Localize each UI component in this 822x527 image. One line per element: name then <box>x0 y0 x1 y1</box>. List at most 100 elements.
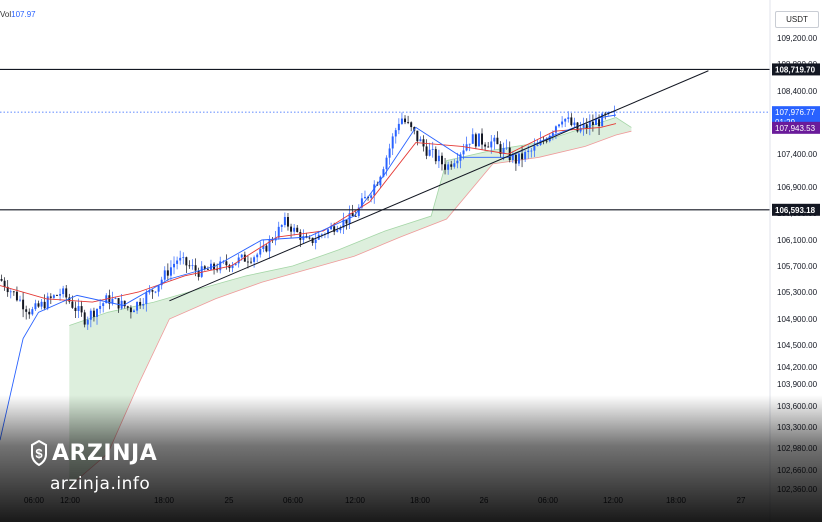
candle-body <box>108 295 111 304</box>
cloud-span-a <box>69 117 632 326</box>
candle-body <box>3 280 6 287</box>
candle-body <box>283 217 286 226</box>
cloud-span-b <box>69 130 632 487</box>
candle-body <box>330 226 333 230</box>
candle-body <box>163 270 166 280</box>
candle-body <box>265 245 268 252</box>
y-tick-label: 106,900.00 <box>777 183 818 192</box>
x-tick-label: 26 <box>480 496 489 505</box>
candle-body <box>176 260 179 264</box>
volume-label: Vol <box>0 10 12 19</box>
candle-body <box>74 307 77 311</box>
candle-body <box>9 291 12 293</box>
candle-body <box>333 226 336 232</box>
candle-body <box>290 226 293 232</box>
candle-body <box>114 298 117 299</box>
candle-body <box>511 154 514 161</box>
candle-body <box>157 285 160 292</box>
candle-body <box>551 132 554 136</box>
y-tick-label: 104,200.00 <box>777 363 818 372</box>
candles <box>0 105 616 330</box>
y-tick-label: 102,360.00 <box>777 485 818 494</box>
trendline <box>169 70 709 302</box>
time-axis[interactable]: 06:00 12:00 18:00 25 06:00 12:00 18:00 26 06:00 1… <box>24 496 746 505</box>
candle-body <box>126 306 129 308</box>
y-tick-label: 107,400.00 <box>777 150 818 159</box>
candle-body <box>52 295 55 298</box>
secondary-price-tag <box>772 121 820 134</box>
candle-body <box>83 312 86 325</box>
candle-body <box>370 195 373 198</box>
candle-body <box>554 126 557 133</box>
candle-body <box>481 133 483 145</box>
candle-body <box>142 304 145 306</box>
candle-body <box>280 225 283 227</box>
candle-body <box>567 117 570 119</box>
candle-body <box>419 139 422 142</box>
candle-body <box>517 153 520 164</box>
candle-body <box>394 130 397 137</box>
candle-body <box>120 300 123 309</box>
candle-body <box>99 306 102 309</box>
candle-body <box>496 137 499 145</box>
x-tick-label: 27 <box>737 496 746 505</box>
candle-body <box>437 155 440 162</box>
y-tick-label: 102,980.00 <box>777 444 818 453</box>
candle-body <box>173 263 175 268</box>
candle-body <box>243 254 246 262</box>
candle-body <box>453 163 456 167</box>
level-price-tag <box>772 203 820 216</box>
candle-body <box>339 227 342 231</box>
candle-body <box>527 150 530 152</box>
candle-body <box>15 291 18 301</box>
candle-body <box>397 123 400 131</box>
candle-body <box>342 219 345 228</box>
candle-body <box>240 254 243 258</box>
candle-body <box>80 306 83 313</box>
price-labels: 108,719.70106,593.18107,976.7701:29107,9… <box>772 63 820 216</box>
candle-body <box>514 154 517 164</box>
candle-body <box>191 265 194 267</box>
candle-body <box>256 254 259 258</box>
x-tick-label: 06:00 <box>283 496 304 505</box>
candle-body <box>262 245 265 249</box>
candle-body <box>259 248 262 255</box>
candle-body <box>154 291 157 293</box>
candle-body <box>136 301 139 311</box>
candle-body <box>579 127 582 132</box>
candle-body <box>447 164 450 170</box>
candle-body <box>188 265 191 267</box>
watermark-site: arzinja.info <box>50 474 151 494</box>
candle-body <box>573 122 576 126</box>
candle-body <box>86 319 89 325</box>
candle-body <box>582 124 585 128</box>
candle-body <box>219 261 222 271</box>
candle-body <box>132 310 135 313</box>
candle-body <box>145 292 148 305</box>
price-axis[interactable]: 109,200.00108,800.00108,400.00107,900.00… <box>769 0 822 522</box>
candle-body <box>231 265 234 269</box>
candle-body <box>459 154 462 161</box>
candle-body <box>521 153 524 160</box>
candle-body <box>431 149 434 150</box>
candle-body <box>533 146 536 151</box>
candle-body <box>166 270 169 276</box>
cloud-fill <box>69 117 632 487</box>
x-tick-label: 25 <box>225 496 234 505</box>
y-tick-label: 105,300.00 <box>777 288 818 297</box>
currency-unit-button[interactable]: USDT <box>775 11 819 28</box>
level-price-tag <box>772 63 820 76</box>
candle-body <box>6 286 9 293</box>
candle-body <box>391 136 394 149</box>
candle-body <box>410 122 413 128</box>
candle-body <box>604 113 607 115</box>
y-tick-label: 103,600.00 <box>777 402 818 411</box>
level-price-label: 108,719.70 <box>775 65 816 74</box>
y-tick-label: 106,100.00 <box>777 236 818 245</box>
candle-body <box>216 269 219 271</box>
candle-body <box>524 151 527 160</box>
trendline-line <box>169 70 709 302</box>
x-tick-label: 18:00 <box>154 496 175 505</box>
ichimoku-cloud <box>69 117 632 487</box>
candle-body <box>237 257 240 264</box>
